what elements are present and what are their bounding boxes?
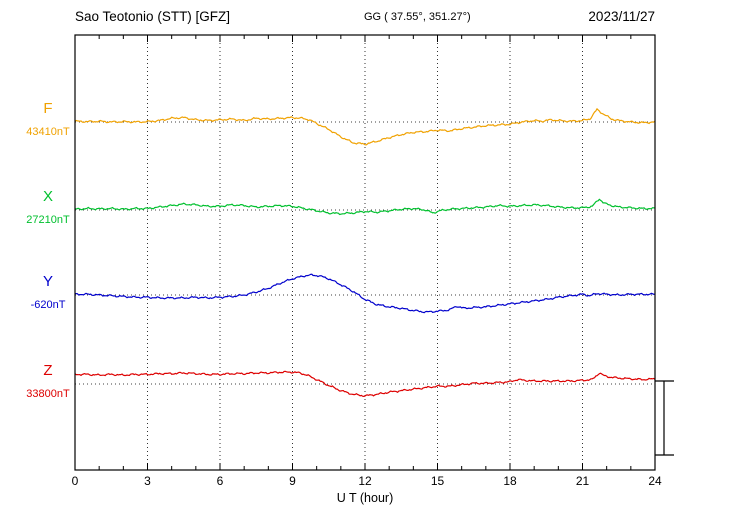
- channel-letter-F: F: [43, 100, 53, 117]
- plot-frame: [74, 34, 656, 471]
- trace-Z: [74, 370, 656, 397]
- x-tick-label-15: 15: [430, 474, 445, 488]
- baseline-value-Z: 33800nT: [26, 388, 70, 400]
- x-tick-label-21: 21: [575, 474, 590, 488]
- x-tick-label-18: 18: [503, 474, 517, 488]
- baseline-value-Y: -620nT: [30, 299, 66, 311]
- trace-X: [74, 198, 656, 216]
- channel-letter-Z: Z: [43, 362, 53, 379]
- x-tick-label-6: 6: [216, 474, 224, 488]
- x-tick-label-9: 9: [289, 474, 296, 488]
- channel-letter-X: X: [42, 188, 53, 205]
- channel-letter-Y: Y: [42, 273, 53, 290]
- station-title: Sao Teotonio (STT) [GFZ]: [75, 9, 231, 24]
- trace-F: [74, 108, 656, 146]
- baseline-value-X: 27210nT: [26, 214, 70, 226]
- geo-coordinates: GG ( 37.55°, 351.27°): [364, 11, 471, 23]
- x-axis-label: U T (hour): [336, 491, 394, 505]
- x-tick-label-24: 24: [648, 474, 662, 488]
- x-tick-label-0: 0: [71, 474, 79, 488]
- x-tick-label-12: 12: [358, 474, 372, 488]
- baseline-value-F: 43410nT: [26, 126, 70, 138]
- trace-Y: [75, 273, 656, 314]
- x-tick-label-3: 3: [144, 474, 151, 488]
- date-label: 2023/11/27: [588, 9, 655, 24]
